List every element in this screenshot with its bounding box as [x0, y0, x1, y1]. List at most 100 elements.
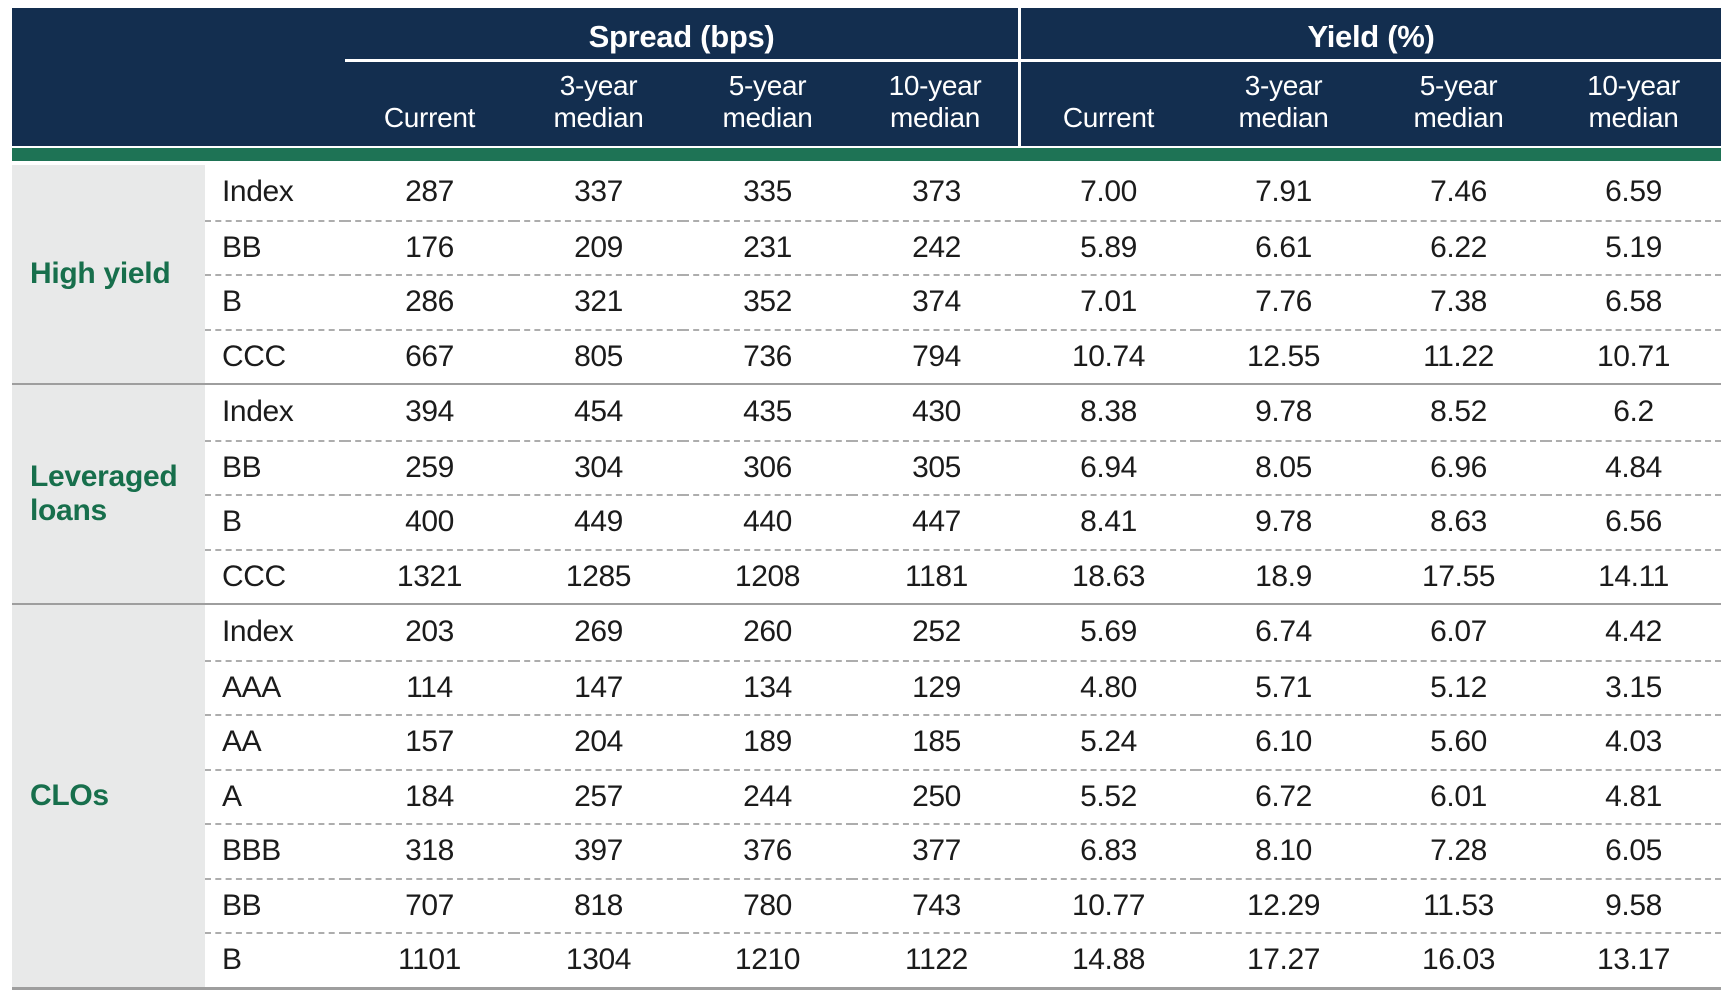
yield-cell: 6.05 [1546, 823, 1721, 878]
yield-cell: 6.59 [1605, 175, 1662, 209]
yield-cell: 6.01 [1371, 768, 1546, 824]
yield-cell: 4.84 [1546, 439, 1721, 495]
yield-cell: 4.03 [1546, 714, 1721, 769]
yield-cell: 6.22 [1371, 219, 1546, 275]
yield-cell: 6.58 [1546, 274, 1721, 329]
yield-cell: 7.91 [1255, 175, 1312, 209]
row-label: B [205, 274, 345, 329]
spread-cell: 231 [683, 219, 852, 275]
yield-cell: 6.2 [1613, 395, 1654, 429]
column-group-yield: Yield (%) [1021, 8, 1721, 62]
spread-cell: 440 [683, 494, 852, 549]
yield-cell: 5.19 [1546, 219, 1721, 275]
col-header-yield-current: Current [1062, 101, 1155, 133]
spread-cell: 397 [514, 823, 683, 878]
spread-cell: 259 [345, 439, 514, 495]
yield-cell: 8.41 [1021, 494, 1196, 549]
spread-cell: 400 [345, 494, 514, 549]
yield-cell: 7.38 [1371, 274, 1546, 329]
spread-cell: 244 [683, 768, 852, 824]
green-divider-rule [12, 148, 1721, 161]
yield-cell: 9.78 [1196, 494, 1371, 549]
yield-cell: 6.74 [1255, 615, 1312, 649]
yield-cell: 8.10 [1196, 823, 1371, 878]
col-header-yield-3yr: 3-year median [1238, 69, 1329, 133]
spread-cell: 209 [514, 219, 683, 275]
yield-cell: 17.27 [1196, 932, 1371, 987]
spread-cell: 1210 [683, 932, 852, 987]
yield-cell: 18.63 [1021, 548, 1196, 604]
spread-cell: 185 [852, 714, 1021, 769]
yield-cell: 11.53 [1371, 877, 1546, 933]
table: Spread (bps) Yield (%) Current 3-year me… [12, 8, 1721, 990]
spread-cell: 306 [683, 439, 852, 495]
spread-cell: 1304 [514, 932, 683, 987]
spread-cell: 780 [683, 877, 852, 933]
yield-cell: 6.56 [1546, 494, 1721, 549]
row-label: Index [222, 615, 294, 649]
yield-cell: 18.9 [1196, 548, 1371, 604]
yield-cell: 10.77 [1021, 877, 1196, 933]
yield-cell: 5.71 [1196, 659, 1371, 715]
spread-cell: 374 [852, 274, 1021, 329]
spread-cell: 184 [345, 768, 514, 824]
col-header-yield-5yr: 5-year median [1413, 69, 1504, 133]
yield-cell: 12.29 [1196, 877, 1371, 933]
spread-cell: 252 [912, 615, 961, 649]
spread-cell: 157 [345, 714, 514, 769]
row-label: BB [205, 439, 345, 495]
row-group-clos: CLOs Index 203 269 260 252 5.69 6.74 6.07 4.42 AAA… [12, 603, 1721, 987]
yield-cell: 10.74 [1021, 328, 1196, 384]
spread-cell: 286 [345, 274, 514, 329]
yield-cell: 6.07 [1430, 615, 1487, 649]
spread-cell: 818 [514, 877, 683, 933]
spread-cell: 305 [852, 439, 1021, 495]
spread-cell: 794 [852, 328, 1021, 384]
yield-cell: 14.11 [1546, 548, 1721, 604]
yield-cell: 9.58 [1546, 877, 1721, 933]
row-label: BBB [205, 823, 345, 878]
spread-cell: 260 [743, 615, 792, 649]
col-header-spread-3yr: 3-year median [553, 69, 644, 133]
group-label: Leveraged loans [12, 385, 205, 603]
spread-cell: 805 [514, 328, 683, 384]
spread-cell: 114 [345, 659, 514, 715]
yield-cell: 6.96 [1371, 439, 1546, 495]
yield-cell: 13.17 [1546, 932, 1721, 987]
spread-cell: 335 [743, 175, 792, 209]
yield-cell: 7.28 [1371, 823, 1546, 878]
spread-cell: 743 [852, 877, 1021, 933]
column-group-spread: Spread (bps) [345, 8, 1021, 62]
spread-cell: 318 [345, 823, 514, 878]
spread-cell: 449 [514, 494, 683, 549]
yield-cell: 8.05 [1196, 439, 1371, 495]
spread-cell: 667 [345, 328, 514, 384]
spread-cell: 1101 [345, 932, 514, 987]
yield-cell: 6.10 [1196, 714, 1371, 769]
col-header-spread-5yr: 5-year median [722, 69, 813, 133]
header-corner [12, 8, 345, 62]
spread-cell: 736 [683, 328, 852, 384]
yield-cell: 9.78 [1255, 395, 1312, 429]
yield-cell: 5.24 [1021, 714, 1196, 769]
row-group-high-yield: High yield Index 287 337 335 373 7.00 7.91 7.46 6… [12, 165, 1721, 383]
yield-cell: 5.12 [1371, 659, 1546, 715]
yield-cell: 14.88 [1021, 932, 1196, 987]
spread-cell: 447 [852, 494, 1021, 549]
spread-cell: 1122 [852, 932, 1021, 987]
row-label: AA [205, 714, 345, 769]
yield-cell: 3.15 [1546, 659, 1721, 715]
yield-cell: 6.94 [1021, 439, 1196, 495]
spread-cell: 394 [405, 395, 454, 429]
table-body: High yield Index 287 337 335 373 7.00 7.91 7.46 6… [12, 165, 1721, 990]
yield-cell: 6.83 [1021, 823, 1196, 878]
spread-cell: 134 [683, 659, 852, 715]
yield-cell: 4.42 [1605, 615, 1662, 649]
spread-cell: 430 [912, 395, 961, 429]
col-header-spread-10yr: 10-year median [852, 62, 1021, 146]
yield-cell: 8.63 [1371, 494, 1546, 549]
spread-cell: 376 [683, 823, 852, 878]
yield-cell: 10.71 [1546, 328, 1721, 384]
yield-cell: 12.55 [1196, 328, 1371, 384]
